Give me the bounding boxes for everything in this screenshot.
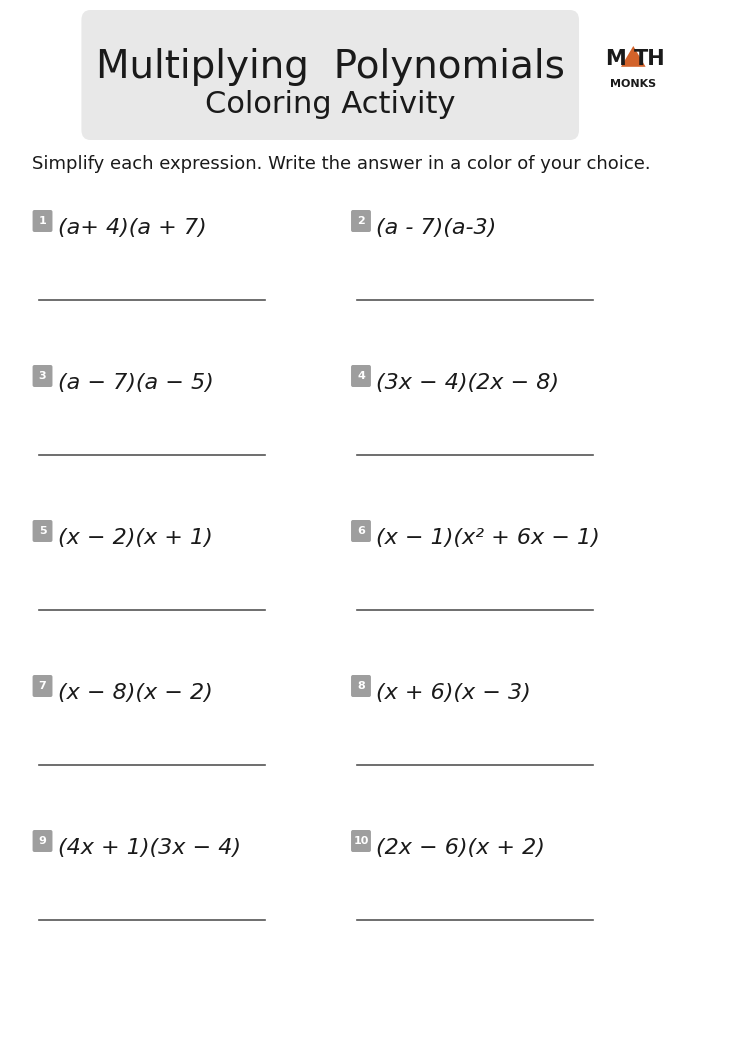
Text: 9: 9: [39, 836, 47, 846]
FancyBboxPatch shape: [351, 830, 371, 852]
FancyBboxPatch shape: [33, 365, 53, 387]
Text: (x − 8)(x − 2): (x − 8)(x − 2): [58, 682, 213, 704]
Text: 3: 3: [39, 371, 46, 381]
Text: (a - 7)(a-3): (a - 7)(a-3): [376, 218, 496, 238]
Text: (a+ 4)(a + 7): (a+ 4)(a + 7): [58, 218, 206, 238]
Text: 2: 2: [357, 216, 365, 226]
FancyBboxPatch shape: [33, 675, 53, 697]
Text: 7: 7: [39, 681, 47, 691]
FancyBboxPatch shape: [351, 365, 371, 387]
Text: 10: 10: [353, 836, 369, 846]
FancyBboxPatch shape: [33, 520, 53, 542]
FancyBboxPatch shape: [33, 210, 53, 232]
Text: MONKS: MONKS: [610, 79, 657, 89]
FancyBboxPatch shape: [33, 830, 53, 852]
Text: (4x + 1)(3x − 4): (4x + 1)(3x − 4): [58, 838, 241, 858]
Text: (x − 1)(x² + 6x − 1): (x − 1)(x² + 6x − 1): [376, 528, 600, 548]
Text: (2x − 6)(x + 2): (2x − 6)(x + 2): [376, 838, 545, 858]
Text: (3x − 4)(2x − 8): (3x − 4)(2x − 8): [376, 373, 559, 393]
FancyBboxPatch shape: [82, 10, 579, 140]
Text: 1: 1: [39, 216, 47, 226]
Text: 8: 8: [357, 681, 365, 691]
Text: Coloring Activity: Coloring Activity: [205, 90, 456, 119]
Text: M: M: [605, 49, 626, 69]
Text: (a − 7)(a − 5): (a − 7)(a − 5): [58, 373, 214, 393]
FancyBboxPatch shape: [351, 520, 371, 542]
Text: Multiplying  Polynomials: Multiplying Polynomials: [96, 48, 565, 86]
Text: (x − 2)(x + 1): (x − 2)(x + 1): [58, 528, 213, 548]
Polygon shape: [621, 46, 646, 67]
Text: 6: 6: [357, 526, 365, 536]
FancyBboxPatch shape: [351, 675, 371, 697]
Text: Simplify each expression. Write the answer in a color of your choice.: Simplify each expression. Write the answ…: [32, 155, 650, 173]
Text: (x + 6)(x − 3): (x + 6)(x − 3): [376, 682, 531, 704]
FancyBboxPatch shape: [351, 210, 371, 232]
Text: 5: 5: [39, 526, 46, 536]
Text: 4: 4: [357, 371, 365, 381]
Text: TH: TH: [634, 49, 666, 69]
